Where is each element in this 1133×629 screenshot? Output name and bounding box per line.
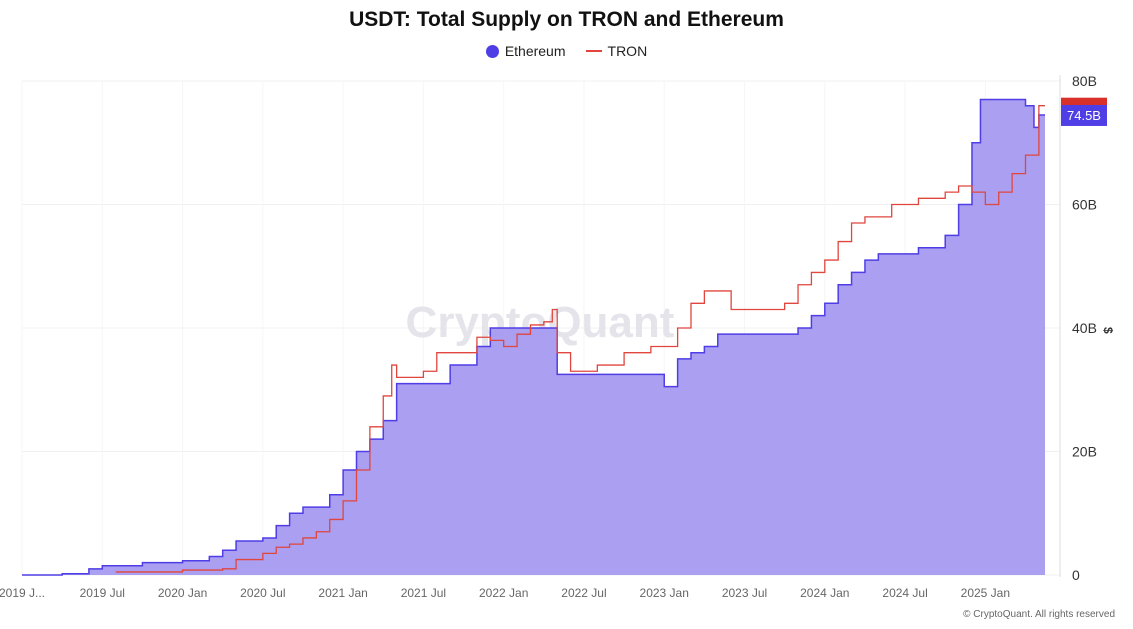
legend: Ethereum TRON: [0, 43, 1133, 59]
x-tick-label: 2024 Jul: [882, 586, 927, 600]
legend-label: Ethereum: [504, 43, 566, 59]
x-tick-label: 2022 Jan: [479, 586, 528, 600]
y-axis-label: $: [1101, 327, 1115, 334]
x-tick-label: 2021 Jan: [318, 586, 367, 600]
y-tick-label: 0: [1072, 567, 1080, 583]
legend-marker-ethereum: [485, 44, 499, 58]
y-tick-label: 20B: [1072, 444, 1097, 460]
ethereum-value-badge: [1061, 104, 1107, 126]
ethereum-area: [22, 99, 1045, 576]
ethereum-value-label: 74.5B: [1067, 108, 1101, 123]
x-tick-label: 2020 Jan: [158, 586, 207, 600]
chart-title: USDT: Total Supply on TRON and Ethereum: [349, 8, 784, 31]
copyright-footer: © CryptoQuant. All rights reserved: [963, 609, 1115, 620]
y-tick-label: 80B: [1072, 73, 1097, 89]
x-tick-label: 2025 Jan: [961, 586, 1010, 600]
legend-marker-tron: [585, 50, 602, 52]
legend-item-ethereum[interactable]: Ethereum: [485, 43, 566, 59]
x-tick-label: 2023 Jan: [640, 586, 689, 600]
x-tick-label: 2019 Jul: [80, 586, 125, 600]
x-tick-label: 2023 Jul: [722, 586, 767, 600]
tron-line: [115, 105, 1045, 573]
x-tick-label: 2021 Jul: [401, 586, 446, 600]
x-tick-label: 2024 Jan: [800, 586, 849, 600]
legend-label: TRON: [607, 43, 648, 59]
y-tick-label: 60B: [1072, 197, 1097, 213]
x-tick-label: 2020 Jul: [240, 586, 285, 600]
legend-item-tron[interactable]: TRON: [585, 43, 648, 59]
y-tick-label: 40B: [1072, 320, 1097, 336]
x-tick-label: 2019 J...: [0, 586, 45, 600]
x-tick-label: 2022 Jul: [561, 586, 606, 600]
